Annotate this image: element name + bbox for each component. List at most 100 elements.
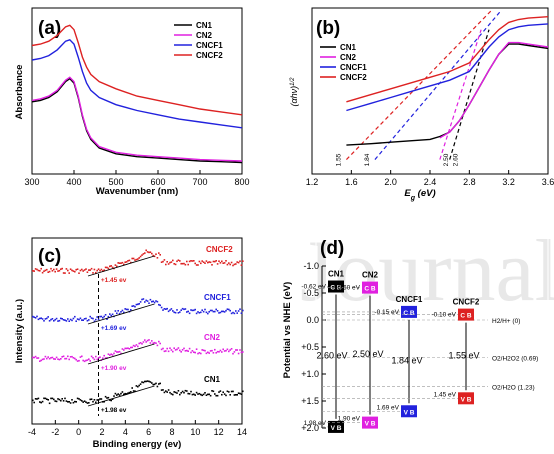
panel-c-point xyxy=(110,399,112,402)
panel-d-ytick-label: 0.0 xyxy=(306,315,319,325)
panel-c-series-label: CNCF2 xyxy=(206,245,233,254)
panel-c-point xyxy=(235,310,237,312)
panel-c-point xyxy=(120,392,122,395)
panel-c-point xyxy=(54,318,56,321)
panel-c-point xyxy=(230,390,233,393)
panel-b-xtick-label: 1.2 xyxy=(306,177,319,187)
panel-b-series-cn1 xyxy=(346,43,549,146)
panel-c-point xyxy=(40,401,42,404)
panel-b-legend-label: CNCF2 xyxy=(340,73,367,82)
panel-a-series-cn2 xyxy=(31,76,243,162)
panel-c-point xyxy=(120,262,122,264)
panel-c-point xyxy=(37,357,40,359)
panel-c-point xyxy=(165,308,167,310)
panel-c-point xyxy=(54,358,56,360)
panel-c-point xyxy=(75,358,77,361)
panel-c-point xyxy=(177,390,180,392)
panel-c-point xyxy=(198,312,201,314)
panel-d-vb-value: 1.69 eV xyxy=(377,404,400,411)
panel-c-point xyxy=(103,269,105,271)
panel-c-point xyxy=(55,400,58,403)
panel-c-point xyxy=(134,259,136,261)
panel-c-point xyxy=(172,350,174,353)
panel-c-point xyxy=(230,261,233,264)
panel-c-point xyxy=(186,349,188,352)
panel-c-point xyxy=(187,392,189,395)
panel-c-point xyxy=(109,313,111,315)
panel-c-point xyxy=(151,252,153,255)
panel-c-point xyxy=(221,310,223,313)
panel-c-point xyxy=(138,384,140,387)
panel-c-point xyxy=(40,359,42,362)
panel-c-point xyxy=(197,352,199,355)
panel-c-point xyxy=(33,356,35,359)
panel-c-point xyxy=(68,358,70,361)
panel-d-cb-box xyxy=(328,280,344,293)
panel-c-point xyxy=(102,270,104,272)
panel-c-point xyxy=(200,352,202,355)
panel-c-point xyxy=(237,261,240,264)
panel-c-point xyxy=(165,390,167,392)
panel-c-point xyxy=(187,350,189,352)
panel-c-point xyxy=(216,394,219,397)
panel-c-point xyxy=(212,390,215,393)
panel-c-point xyxy=(132,344,135,347)
panel-c-point xyxy=(90,317,93,319)
panel-c-point xyxy=(209,261,212,264)
panel-c-point xyxy=(209,309,212,312)
panel-c-point xyxy=(48,320,51,322)
panel-c-xtick-label: 14 xyxy=(237,427,247,437)
panel-c-xtick-label: 12 xyxy=(214,427,224,437)
panel-c-point xyxy=(204,392,206,394)
panel-c-point xyxy=(200,262,202,265)
panel-c: (c) Binding energy (ev) Intensity (a.u.)… xyxy=(14,237,247,450)
panel-c-point xyxy=(41,271,44,274)
panel-c-point xyxy=(57,358,59,360)
panel-c-point xyxy=(237,310,240,312)
panel-c-point xyxy=(118,262,121,264)
panel-c-point xyxy=(137,258,139,260)
panel-c-point xyxy=(96,316,98,318)
panel-c-point xyxy=(44,318,47,320)
panel-c-point xyxy=(184,389,187,392)
panel-b-legend-label: CN1 xyxy=(340,43,357,52)
panel-c-point xyxy=(180,351,182,353)
panel-c-point xyxy=(32,356,34,359)
panel-c-point xyxy=(104,357,107,359)
panel-c-point xyxy=(74,400,76,403)
panel-c-point xyxy=(131,305,133,307)
panel-d-sample-name: CN1 xyxy=(328,270,345,279)
panel-c-edge-label: +1.45 ev xyxy=(101,277,127,284)
panel-d-sample-name: CNCF2 xyxy=(453,298,480,307)
panel-c-point xyxy=(97,268,100,270)
panel-c-point xyxy=(125,308,128,311)
panel-c-point xyxy=(197,311,199,313)
panel-c-point xyxy=(181,349,184,351)
panel-b-tangent xyxy=(374,10,502,160)
panel-c-point xyxy=(111,266,114,269)
panel-c-point xyxy=(201,260,203,262)
panel-c-point xyxy=(235,394,237,396)
panel-c-point xyxy=(160,389,163,391)
panel-c-point xyxy=(76,397,79,400)
panel-c-point xyxy=(222,348,224,351)
panel-c-point xyxy=(170,308,173,310)
panel-c-point xyxy=(127,347,129,349)
panel-c-point xyxy=(148,339,150,341)
panel-c-point xyxy=(209,350,212,352)
panel-c-point xyxy=(201,394,203,397)
panel-c-point xyxy=(188,312,191,315)
panel-c-point xyxy=(106,266,108,269)
panel-c-point xyxy=(239,392,241,395)
panel-c-point xyxy=(228,350,230,353)
panel-c-point xyxy=(85,359,87,362)
panel-c-point xyxy=(68,401,70,403)
panel-c-point xyxy=(208,393,210,396)
panel-c-point xyxy=(159,382,161,385)
panel-c-point xyxy=(242,351,244,353)
panel-c-point xyxy=(236,349,238,351)
panel-c-series-label: CN1 xyxy=(204,375,221,384)
panel-c-point xyxy=(173,311,175,314)
panel-a-legend-label: CNCF1 xyxy=(196,41,223,50)
panel-a: (a) Wavenumber (nm) Absorbance 300 400 500… xyxy=(14,7,250,197)
